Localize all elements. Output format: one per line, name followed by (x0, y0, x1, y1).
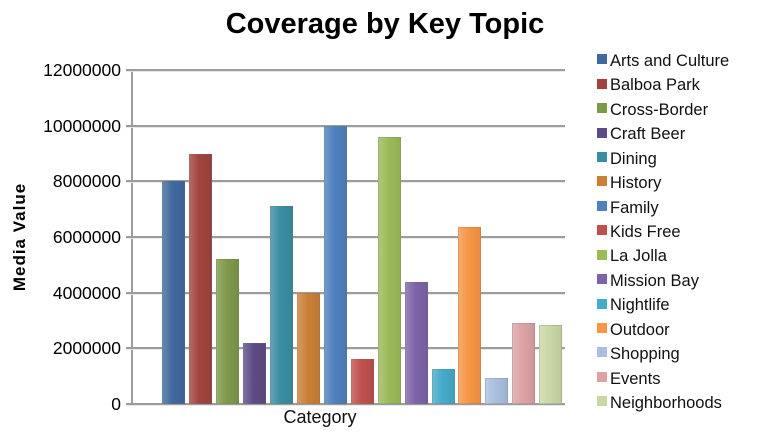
bar-neighborhoods (539, 324, 563, 404)
bar-arts-and-culture (162, 181, 185, 404)
legend-item-arts-and-culture: Arts and Culture (597, 49, 729, 73)
chart-title: Coverage by Key Topic (225, 8, 545, 40)
legend-label: Balboa Park (610, 76, 700, 95)
legend-item-kids-free: Kids Free (597, 220, 729, 244)
legend-item-history: History (597, 171, 729, 195)
bar-events (512, 323, 536, 404)
legend-swatch-icon (597, 200, 607, 211)
legend-item-balboa-park: Balboa Park (597, 73, 729, 97)
legend-item-craft-beer: Craft Beer (597, 122, 729, 146)
y-tick-label-4000000: 4000000 (52, 282, 121, 303)
legend-label: Kids Free (610, 223, 681, 242)
bar-history (296, 292, 320, 404)
plot-area (126, 69, 565, 405)
y-tick-label-12000000: 12000000 (43, 60, 121, 80)
bar-nightlife (431, 369, 455, 404)
legend: Arts and Culture Balboa Park Cross-Border C… (597, 49, 729, 416)
legend-label: Outdoor (610, 320, 670, 339)
legend-item-dining: Dining (597, 147, 729, 171)
legend-swatch-icon (597, 249, 607, 260)
gridline-12000000 (126, 69, 565, 71)
legend-label: Dining (610, 149, 657, 168)
bar-kids-free (350, 359, 374, 404)
legend-swatch-icon (597, 225, 607, 236)
bar-cross-border (215, 259, 239, 404)
legend-item-neighborhoods: Neighborhoods (597, 391, 729, 415)
legend-swatch-icon (597, 127, 607, 138)
y-tick-label-0: 0 (111, 394, 121, 414)
legend-swatch-icon (597, 78, 607, 89)
legend-label: Family (610, 198, 659, 217)
legend-item-nightlife: Nightlife (597, 293, 729, 317)
bar-family (323, 125, 347, 404)
legend-label: La Jolla (610, 247, 667, 266)
bar-outdoor (458, 227, 482, 404)
y-tick-label-10000000: 10000000 (43, 115, 121, 136)
y-tick-label-6000000: 6000000 (52, 227, 121, 247)
legend-swatch-icon (597, 176, 607, 187)
legend-item-family: Family (597, 196, 729, 220)
y-tick-label-8000000: 8000000 (52, 171, 121, 192)
legend-item-cross-border: Cross-Border (597, 98, 729, 122)
y-axis: 12000000 10000000 8000000 6000000 4000000 200… (0, 0, 127, 436)
legend-swatch-icon (597, 151, 607, 162)
gridline-10000000 (126, 124, 565, 127)
legend-label: Shopping (610, 345, 680, 364)
bar-dining (269, 206, 293, 404)
legend-swatch-icon (597, 323, 607, 334)
legend-label: Arts and Culture (610, 51, 730, 70)
legend-swatch-icon (597, 274, 607, 285)
legend-item-events: Events (597, 367, 729, 391)
bar-la-jolla (377, 136, 401, 404)
legend-item-la-jolla: La Jolla (597, 245, 729, 269)
bar-craft-beer (242, 342, 266, 404)
bar-mission-bay (404, 281, 428, 404)
y-tick-label-2000000: 2000000 (52, 338, 121, 359)
legend-item-mission-bay: Mission Bay (597, 269, 729, 293)
bar-shopping (485, 377, 509, 404)
legend-swatch-icon (597, 298, 607, 309)
legend-label: History (610, 174, 662, 193)
legend-label: Craft Beer (610, 125, 686, 144)
legend-swatch-icon (597, 54, 607, 65)
legend-label: Events (610, 369, 661, 388)
legend-swatch-icon (597, 371, 607, 382)
legend-label: Nightlife (610, 296, 670, 315)
legend-swatch-icon (597, 103, 607, 114)
legend-swatch-icon (597, 396, 607, 407)
gridline-0 (126, 403, 565, 405)
legend-label: Mission Bay (610, 271, 699, 290)
legend-item-outdoor: Outdoor (597, 318, 729, 342)
legend-label: Cross-Border (610, 100, 709, 119)
x-axis-title: Category (283, 407, 357, 427)
bar-balboa-park (188, 153, 212, 404)
legend-swatch-icon (597, 347, 607, 358)
legend-label: Neighborhoods (610, 394, 722, 413)
legend-item-shopping: Shopping (597, 342, 729, 366)
